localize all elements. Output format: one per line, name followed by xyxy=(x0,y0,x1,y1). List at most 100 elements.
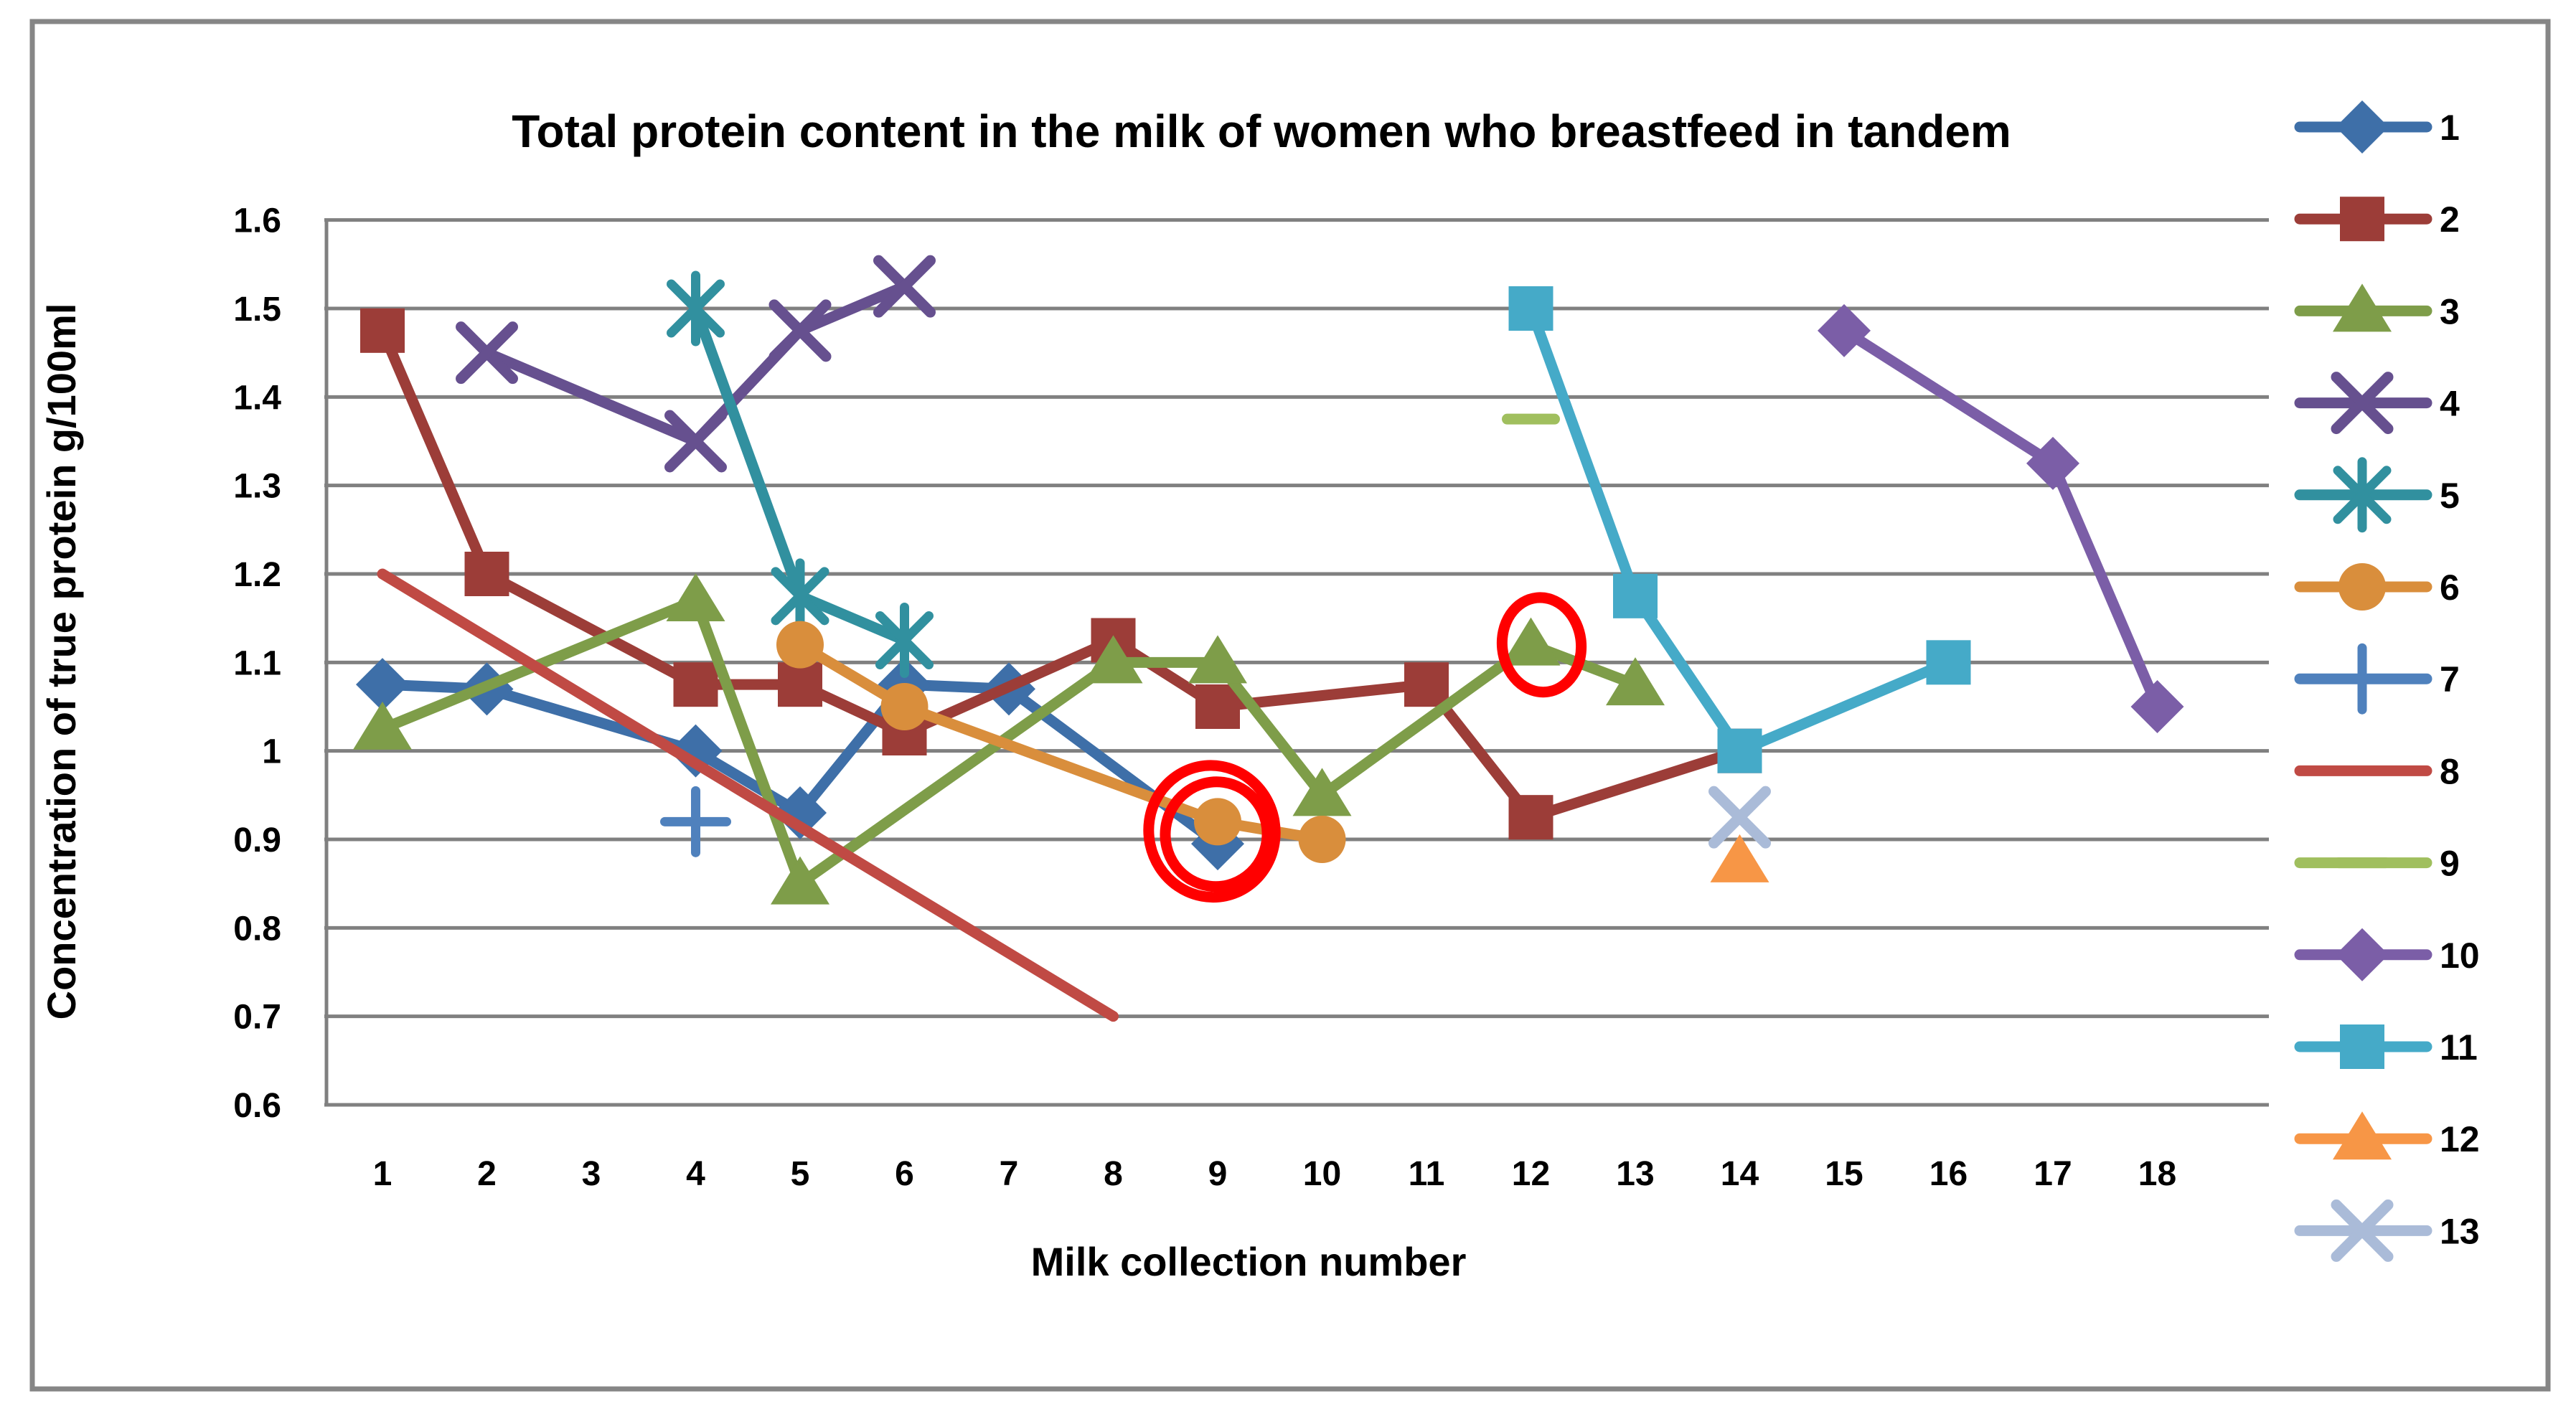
y-tick-label: 1.5 xyxy=(233,291,281,329)
legend-label: 13 xyxy=(2440,1211,2480,1251)
series-2-line xyxy=(377,325,1745,823)
series-3-marker xyxy=(1292,768,1352,816)
annotation-double-circle xyxy=(1143,760,1281,903)
y-tick-label: 0.6 xyxy=(233,1087,281,1125)
x-axis-tick-labels: 1 2 3 4 5 6 7 8 9 10 11 12 13 14 15 16 17 18 xyxy=(373,1155,2177,1193)
series-1-marker xyxy=(774,786,827,839)
series-2-marker xyxy=(1404,662,1449,707)
series-1-marker xyxy=(356,658,409,712)
annotations-group xyxy=(1143,592,1587,903)
legend-label: 1 xyxy=(2440,108,2460,148)
series-11-marker xyxy=(1717,728,1762,773)
series-3 xyxy=(353,573,1665,905)
series-2-marker xyxy=(778,662,822,707)
x-tick-label: 8 xyxy=(1104,1155,1123,1193)
legend-item-8: 8 xyxy=(2294,751,2460,791)
series-3-marker xyxy=(1083,635,1143,684)
legend-marker xyxy=(2333,1111,2392,1160)
x-tick-label: 10 xyxy=(1303,1155,1341,1193)
legend-marker xyxy=(2331,1199,2394,1262)
series-5 xyxy=(667,270,934,678)
series-13-marker xyxy=(1708,786,1771,849)
series-12 xyxy=(1710,834,1769,882)
y-tick-label: 1.6 xyxy=(233,202,281,240)
legend-label: 4 xyxy=(2440,384,2460,424)
legend-item-1: 1 xyxy=(2294,100,2460,154)
legend-item-11: 11 xyxy=(2294,1024,2478,1069)
legend-item-7: 7 xyxy=(2294,643,2460,715)
series-11 xyxy=(1508,286,1971,773)
series-6-marker xyxy=(1194,798,1241,846)
chart-title: Total protein content in the milk of wom… xyxy=(512,105,2011,157)
x-tick-label: 18 xyxy=(2138,1155,2176,1193)
y-tick-label: 0.8 xyxy=(233,910,281,948)
annotation-ellipse xyxy=(1496,592,1587,698)
annotation-ellipse xyxy=(1160,776,1273,892)
legend-marker xyxy=(2333,283,2392,332)
series-11-marker xyxy=(1926,640,1971,685)
legend-item-10: 10 xyxy=(2294,928,2480,981)
series-3-marker xyxy=(1501,617,1561,666)
series-2-marker xyxy=(1195,684,1240,729)
series-10-marker xyxy=(1818,303,1871,357)
series-4 xyxy=(456,255,936,473)
x-tick-label: 5 xyxy=(791,1155,810,1193)
x-tick-label: 3 xyxy=(582,1155,601,1193)
y-tick-label: 1.2 xyxy=(233,556,281,594)
legend-item-12: 12 xyxy=(2294,1111,2480,1160)
legend-label: 2 xyxy=(2440,199,2460,240)
series-13 xyxy=(1708,786,1771,849)
legend-label: 11 xyxy=(2440,1027,2478,1068)
legend-marker xyxy=(2331,372,2394,435)
y-tick-label: 1.1 xyxy=(233,644,281,682)
series-4-marker xyxy=(768,299,832,362)
legend-marker xyxy=(2338,563,2386,611)
series-4-line xyxy=(481,281,910,447)
series-11-marker xyxy=(1613,573,1658,618)
legend-marker xyxy=(2340,1024,2384,1069)
series-10-marker xyxy=(2130,679,2184,733)
x-tick-label: 14 xyxy=(1721,1155,1759,1193)
legend-marker xyxy=(2336,928,2389,981)
series-2-marker xyxy=(464,551,509,596)
legend-item-9: 9 xyxy=(2294,844,2460,884)
series-4-marker xyxy=(873,255,936,318)
legend-item-5: 5 xyxy=(2294,457,2460,533)
x-axis-title: Milk collection number xyxy=(1031,1239,1467,1284)
series-11-marker xyxy=(1508,286,1553,331)
y-tick-label: 0.9 xyxy=(233,821,281,859)
x-tick-label: 13 xyxy=(1616,1155,1654,1193)
x-tick-label: 1 xyxy=(373,1155,392,1193)
legend-label: 8 xyxy=(2440,751,2460,791)
series-12-marker xyxy=(1710,834,1769,882)
series-6-marker xyxy=(880,682,929,730)
legend-item-13: 13 xyxy=(2294,1199,2480,1262)
legend-label: 10 xyxy=(2440,936,2480,976)
series-5-marker xyxy=(875,602,934,678)
series-10-marker xyxy=(2026,436,2079,490)
x-tick-label: 6 xyxy=(895,1155,914,1193)
series-6-marker xyxy=(776,621,824,669)
legend-label: 7 xyxy=(2440,659,2460,699)
x-tick-label: 12 xyxy=(1512,1155,1550,1193)
series-2-marker xyxy=(1508,795,1553,840)
series-8 xyxy=(377,568,1119,1022)
legend-label: 5 xyxy=(2440,476,2460,516)
legend-label: 12 xyxy=(2440,1119,2480,1159)
series-8-line xyxy=(377,568,1119,1022)
legend-label: 9 xyxy=(2440,844,2460,884)
y-tick-label: 1.3 xyxy=(233,468,281,506)
series-10 xyxy=(1818,303,2184,733)
series-3-marker xyxy=(1188,635,1247,684)
y-tick-label: 1.4 xyxy=(233,379,281,417)
series-1-marker xyxy=(669,724,723,778)
series-3-marker xyxy=(353,701,412,750)
x-tick-label: 15 xyxy=(1825,1155,1863,1193)
legend-item-2: 2 xyxy=(2294,197,2460,242)
x-tick-label: 7 xyxy=(1000,1155,1019,1193)
legend-marker xyxy=(2336,100,2389,154)
series-4-marker xyxy=(664,410,727,473)
legend-item-6: 6 xyxy=(2294,563,2460,611)
